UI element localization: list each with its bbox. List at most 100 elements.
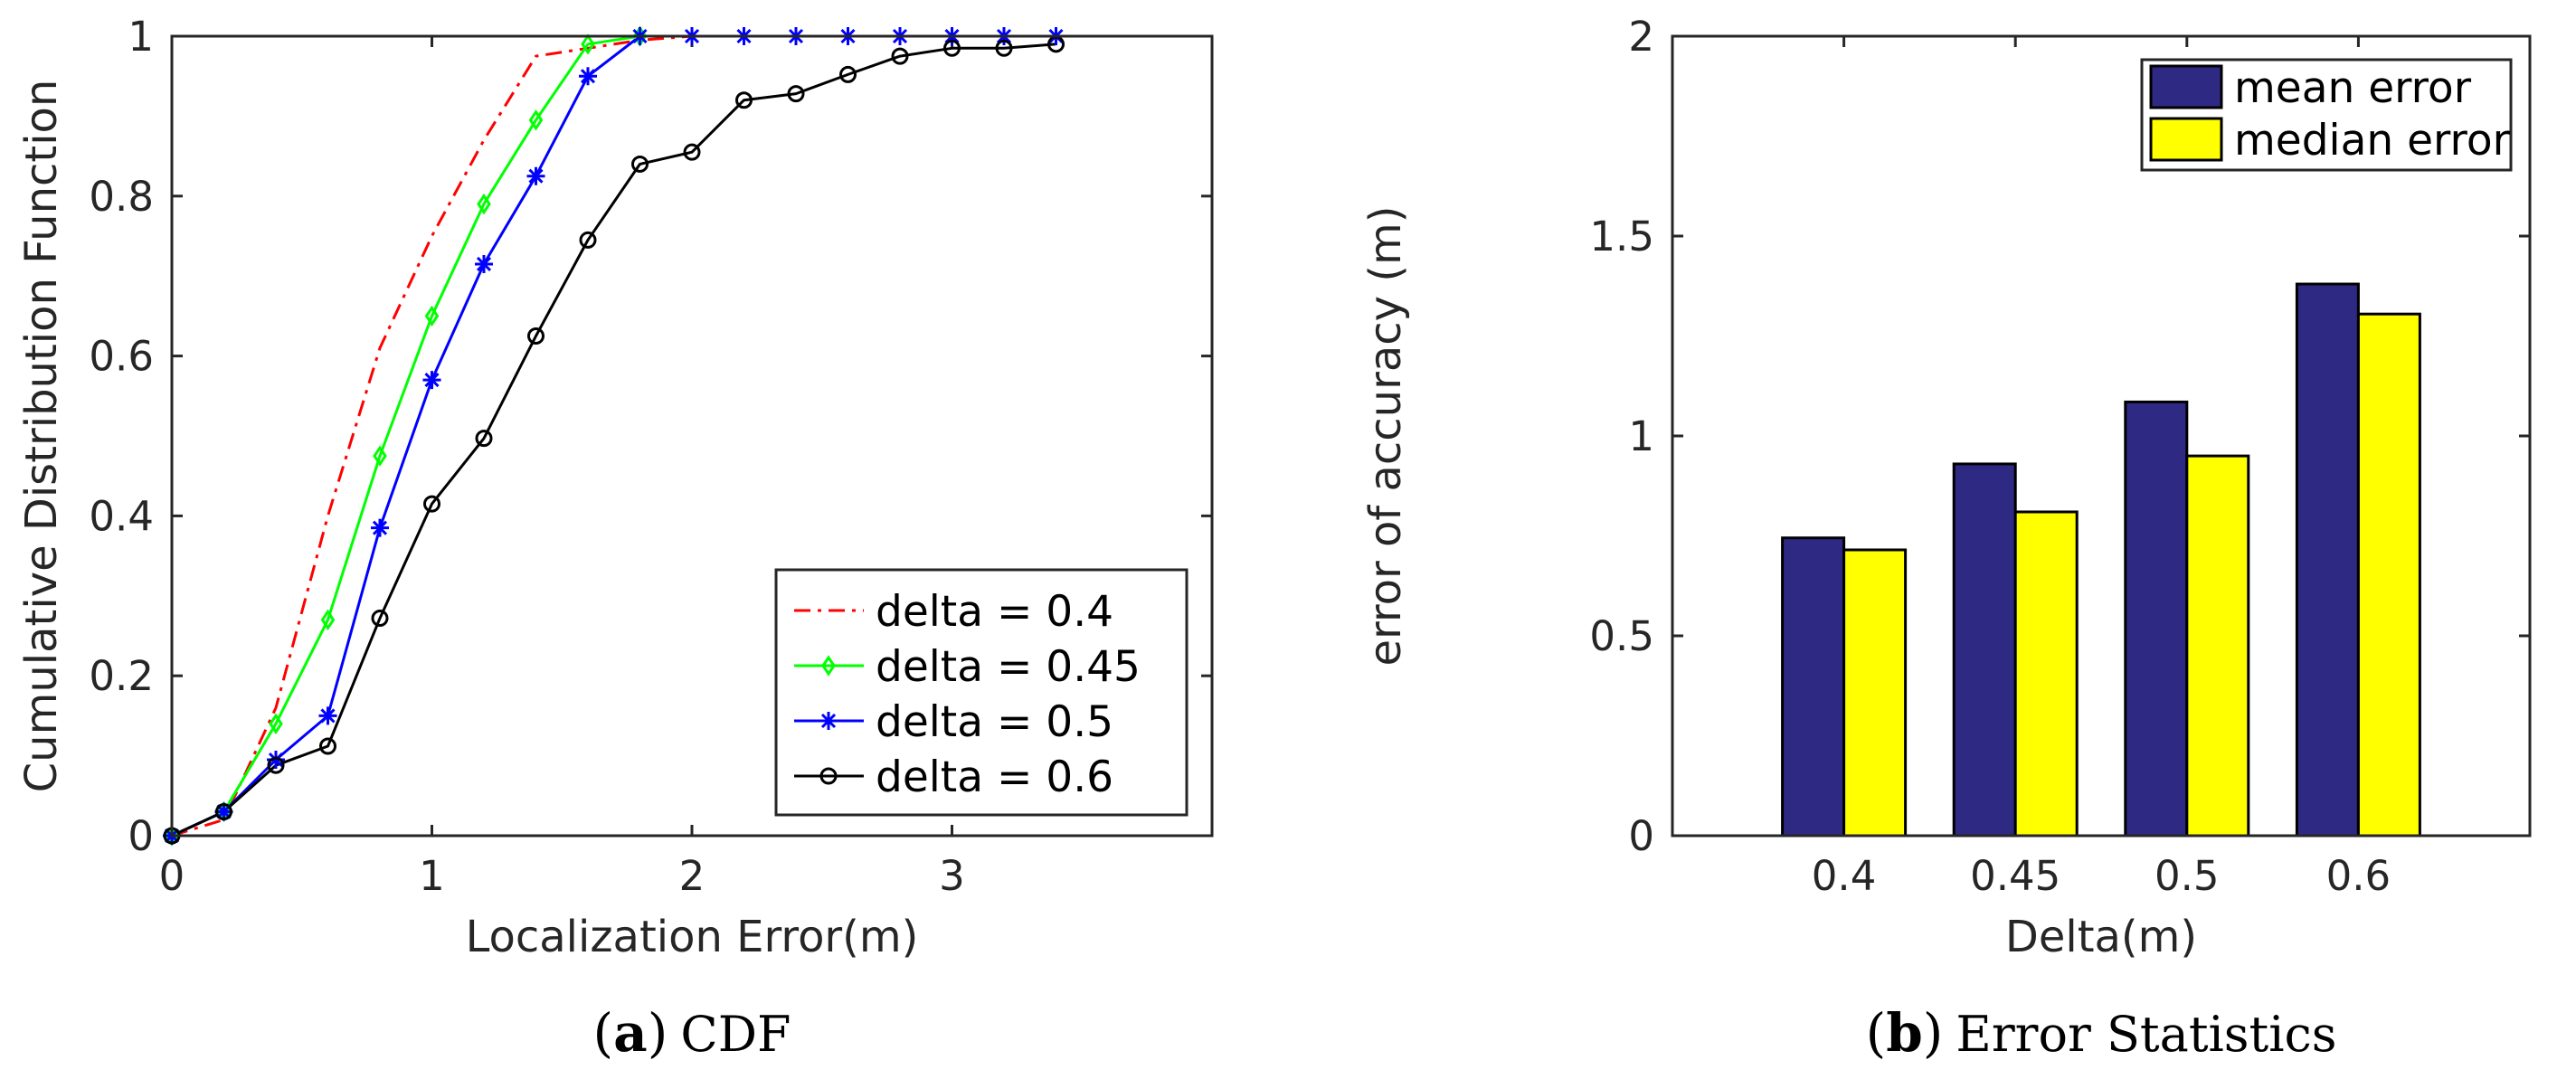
cdf-point-3-shape: [579, 231, 597, 249]
bar-x-tick-label: 0.5: [2155, 852, 2220, 900]
cdf-point-3: [319, 737, 336, 755]
cdf-point-3-shape: [943, 39, 961, 57]
cdf-point-3-shape: [735, 91, 753, 109]
cdf-point-3: [787, 85, 805, 103]
cdf-point-1-shape: [528, 109, 544, 131]
bar-0-1: [1952, 462, 2017, 838]
bar-x-tick-label: 0.6: [2326, 852, 2391, 900]
cdf-y-tick-label: 1: [128, 13, 154, 61]
cdf-point-1-shape: [581, 33, 595, 55]
bar-1-2: [2185, 454, 2250, 838]
bar-legend-label: mean error: [2234, 63, 2472, 113]
cdf-point-3: [631, 155, 649, 173]
caption-b-open: (: [1866, 1002, 1887, 1064]
bar-x-tick-label: 0.45: [1970, 852, 2060, 900]
cdf-point-3: [683, 143, 701, 161]
caption-b-text: Error Statistics: [1956, 1006, 2336, 1063]
cdf-axes-box: [170, 34, 1214, 838]
cdf-legend-label: delta = 0.4: [876, 587, 1113, 637]
caption-a-open: (: [593, 1002, 614, 1064]
bar-legend-swatch-1: [2149, 117, 2223, 162]
cdf-caption: (a) CDF: [593, 1002, 791, 1064]
cdf-point-1-shape: [477, 193, 491, 215]
bar-tick-labels: 0 0.5 1 1.5 2 0.4 0.45 0.5 0.6: [1589, 13, 2391, 900]
cdf-point-2-shape: [267, 751, 285, 770]
cdf-point-2: [475, 254, 493, 273]
cdf-point-3: [995, 39, 1013, 57]
cdf-point-1: [581, 33, 595, 55]
cdf-point-2-shape: [214, 802, 233, 821]
cdf-point-3: [891, 47, 909, 65]
cdf-legend-marker-2-shape: [819, 712, 838, 730]
bar-y-tick-label: 1.5: [1589, 213, 1654, 260]
cdf-point-3: [475, 430, 493, 448]
cdf-point-3-shape: [631, 155, 649, 173]
caption-a-text: CDF: [680, 1006, 791, 1063]
cdf-point-1-shape: [320, 609, 336, 631]
cdf-legend-label: delta = 0.5: [876, 697, 1113, 747]
cdf-legend-label: delta = 0.45: [876, 642, 1141, 692]
cdf-point-3: [943, 39, 961, 57]
cdf-point-1: [528, 109, 544, 131]
cdf-point-3-shape: [527, 327, 545, 345]
bar-legend-label: median error: [2234, 116, 2511, 166]
bar-panel: 0 0.5 1 1.5 2 0.4 0.45 0.5 0.6 Delta(m) error of…: [1360, 13, 2532, 1064]
cdf-point-3: [423, 495, 440, 513]
cdf-legend-marker-1: [821, 655, 836, 677]
cdf-x-tick-label: 0: [159, 852, 185, 900]
cdf-legend-marker-1-shape: [821, 655, 836, 677]
bar-y-tick-label: 1: [1628, 412, 1654, 460]
bar-y-tick-label: 0: [1628, 812, 1654, 860]
cdf-point-1: [424, 305, 440, 327]
cdf-point-3-shape: [995, 39, 1013, 57]
cdf-point-2-shape: [526, 166, 545, 185]
cdf-point-1: [320, 609, 336, 631]
bar-legend-swatch-0: [2149, 64, 2223, 109]
cdf-tick-labels: 0 1 2 3 0 0.2 0.4 0.6 0.8 1: [89, 13, 964, 900]
cdf-point-3: [215, 802, 232, 820]
cdf-series-line-1: [171, 34, 640, 838]
cdf-panel: 0 1 2 3 0 0.2 0.4 0.6 0.8 1 Localization Error(m)…: [16, 13, 1214, 1064]
cdf-point-3-shape: [839, 65, 857, 83]
cdf-series-line-3: [171, 43, 1056, 838]
cdf-x-tick-label: 2: [679, 852, 706, 900]
bar-0-3: [2295, 282, 2360, 838]
cdf-y-tick-label: 0.2: [89, 652, 154, 700]
cdf-point-3-shape: [319, 737, 336, 755]
cdf-x-tick-label: 1: [419, 852, 445, 900]
cdf-legend-label: delta = 0.6: [876, 752, 1113, 802]
cdf-point-2: [267, 751, 285, 770]
cdf-x-tick-label: 3: [939, 852, 965, 900]
caption-b-close: ): [1923, 1002, 1944, 1064]
cdf-series-line-0: [171, 34, 1056, 838]
cdf-point-3-shape: [475, 430, 493, 448]
cdf-point-1-shape: [373, 445, 387, 467]
cdf-legend-marker-3: [819, 767, 838, 785]
cdf-point-1-shape: [424, 305, 440, 327]
cdf-point-2: [214, 802, 233, 821]
cdf-point-2-shape: [475, 254, 493, 273]
bar-y-tick-label: 0.5: [1589, 612, 1654, 660]
bar-caption: (b) Error Statistics: [1866, 1002, 2337, 1064]
cdf-point-3: [735, 91, 753, 109]
cdf-point-1: [269, 713, 283, 734]
cdf-point-3-shape: [371, 610, 389, 628]
svg-text:(a)CDF: (a) CDF: [593, 1002, 791, 1064]
cdf-y-axis-label: Cumulative Distribution Function: [16, 80, 67, 793]
cdf-point-2: [318, 706, 337, 725]
cdf-x-axis-label: Localization Error(m): [466, 912, 919, 962]
cdf-point-3: [371, 610, 389, 628]
bar-1-3: [2356, 312, 2421, 838]
cdf-point-3-shape: [891, 47, 909, 65]
cdf-point-1-shape: [269, 713, 283, 734]
bar-axes-box: [1671, 34, 2532, 838]
bar-0-2: [2124, 400, 2189, 838]
cdf-legend-marker-3-shape: [819, 767, 838, 785]
cdf-point-3: [267, 756, 285, 774]
bar-1-1: [2013, 510, 2079, 838]
cdf-point-2-shape: [422, 371, 441, 390]
